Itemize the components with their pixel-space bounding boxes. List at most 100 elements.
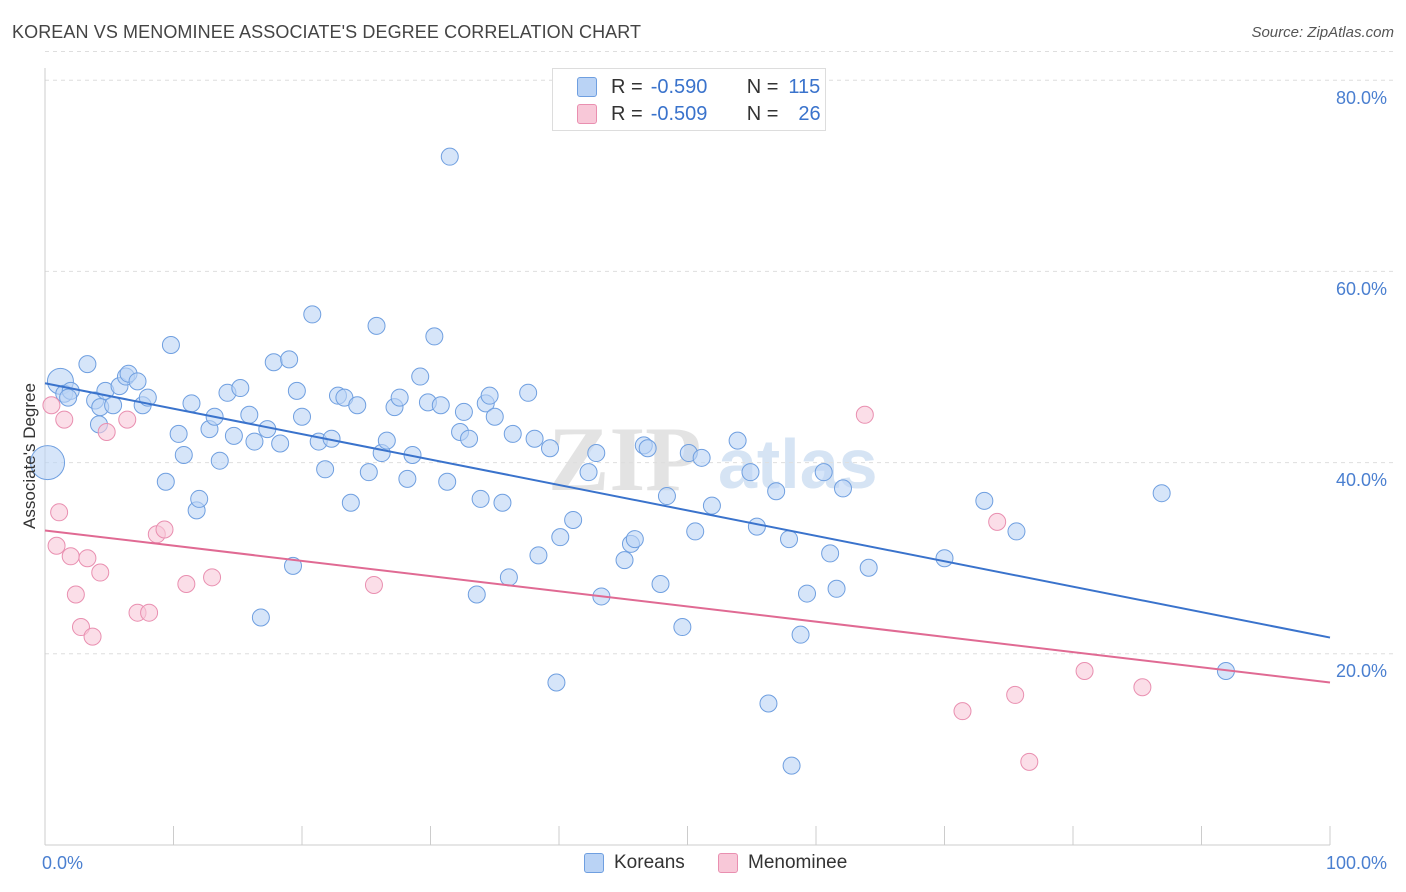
- data-point-menominee: [71, 618, 90, 637]
- data-point-koreans: [438, 472, 457, 491]
- data-point-koreans: [1152, 484, 1171, 503]
- y-tick-label-40: 40.0%: [1336, 470, 1388, 490]
- data-point-koreans: [190, 489, 209, 508]
- data-point-menominee: [203, 568, 222, 587]
- data-point-koreans: [425, 327, 444, 346]
- data-point-menominee: [855, 405, 874, 424]
- data-point-menominee: [118, 410, 137, 429]
- y-axis-label: Associate's Degree: [20, 383, 39, 529]
- r-label: R =: [611, 102, 643, 125]
- trend-line-koreans: [44, 382, 1331, 639]
- data-point-koreans: [702, 496, 721, 515]
- data-point-menominee: [61, 547, 80, 566]
- n-value: 115: [788, 75, 821, 98]
- y-tick-label-80: 80.0%: [1336, 88, 1388, 108]
- data-point-koreans: [638, 439, 657, 458]
- koreans-swatch: [577, 77, 597, 97]
- data-point-koreans: [579, 463, 598, 482]
- data-point-koreans: [156, 472, 175, 491]
- data-point-koreans: [284, 556, 303, 575]
- legend-label-koreans: Koreans: [614, 852, 685, 873]
- data-point-koreans: [460, 429, 479, 448]
- data-point-koreans: [975, 491, 994, 510]
- data-point-koreans: [359, 463, 378, 482]
- n-value: 26: [798, 102, 821, 125]
- data-point-koreans: [104, 396, 123, 415]
- chart-title: KOREAN VS MENOMINEE ASSOCIATE'S DEGREE C…: [12, 22, 642, 42]
- data-point-koreans: [303, 305, 322, 324]
- data-point-koreans: [759, 694, 778, 713]
- data-point-menominee: [83, 627, 102, 646]
- data-point-koreans: [128, 372, 147, 391]
- data-point-koreans: [741, 463, 760, 482]
- data-point-menominee: [155, 520, 174, 539]
- data-point-koreans: [827, 579, 846, 598]
- data-point-menominee: [1006, 685, 1025, 704]
- data-point-menominee: [91, 563, 110, 582]
- data-point-menominee: [1075, 662, 1094, 681]
- data-point-koreans: [493, 493, 512, 512]
- data-point-koreans: [791, 625, 810, 644]
- data-point-koreans: [519, 383, 538, 402]
- data-point-koreans: [30, 445, 66, 481]
- data-point-koreans: [525, 429, 544, 448]
- data-point-koreans: [833, 479, 852, 498]
- data-point-koreans: [174, 445, 193, 464]
- data-point-koreans: [673, 618, 692, 637]
- n-label: N =: [746, 75, 779, 98]
- y-tick-label-20: 20.0%: [1336, 661, 1388, 681]
- x-tick-label-max: 100.0%: [1326, 853, 1388, 873]
- data-point-koreans: [161, 336, 180, 355]
- data-point-koreans: [692, 448, 711, 467]
- data-point-koreans: [859, 558, 878, 577]
- data-point-koreans: [767, 482, 786, 501]
- data-point-koreans: [814, 463, 833, 482]
- data-point-menominee: [1020, 752, 1039, 771]
- data-point-koreans: [564, 510, 583, 529]
- data-point-koreans: [454, 402, 473, 421]
- koreans-legend-swatch: [584, 853, 604, 873]
- data-point-koreans: [686, 522, 705, 541]
- data-point-koreans: [529, 546, 548, 565]
- data-point-koreans: [821, 544, 840, 563]
- data-point-koreans: [264, 353, 283, 372]
- data-point-koreans: [271, 434, 290, 453]
- data-point-koreans: [59, 388, 78, 407]
- data-point-koreans: [798, 584, 817, 603]
- watermark-zip: ZIP: [548, 408, 701, 510]
- data-point-menominee: [140, 603, 159, 622]
- data-point-koreans: [316, 460, 335, 479]
- data-point-koreans: [485, 407, 504, 426]
- data-point-koreans: [367, 316, 386, 335]
- data-point-koreans: [547, 673, 566, 692]
- data-point-koreans: [651, 575, 670, 594]
- stats-legend-row-koreans: R = -0.590 N = 115: [577, 74, 820, 100]
- n-label: N =: [746, 102, 779, 125]
- source-label: Source: ZipAtlas.com: [1251, 24, 1394, 41]
- data-point-koreans: [780, 530, 799, 549]
- trend-line-menominee: [44, 529, 1331, 684]
- data-point-koreans: [348, 396, 367, 415]
- data-point-menominee: [177, 575, 196, 594]
- legend-label-menominee: Menominee: [748, 852, 848, 873]
- data-point-menominee: [47, 536, 66, 555]
- data-point-menominee: [97, 423, 116, 442]
- data-point-koreans: [782, 756, 801, 775]
- data-point-koreans: [411, 367, 430, 386]
- r-value: -0.509: [650, 102, 708, 125]
- legend-item-koreans: Koreans: [584, 852, 685, 874]
- data-point-koreans: [728, 431, 747, 450]
- data-point-menominee: [78, 549, 97, 568]
- data-point-menominee: [1133, 678, 1152, 697]
- data-point-menominee: [42, 396, 61, 415]
- menominee-legend-swatch: [718, 853, 738, 873]
- data-point-koreans: [657, 487, 676, 506]
- data-point-koreans: [341, 493, 360, 512]
- data-point-menominee: [66, 585, 85, 604]
- data-point-koreans: [240, 405, 259, 424]
- data-point-koreans: [431, 396, 450, 415]
- data-point-koreans: [210, 451, 229, 470]
- data-point-koreans: [251, 608, 270, 627]
- data-point-koreans: [503, 424, 522, 443]
